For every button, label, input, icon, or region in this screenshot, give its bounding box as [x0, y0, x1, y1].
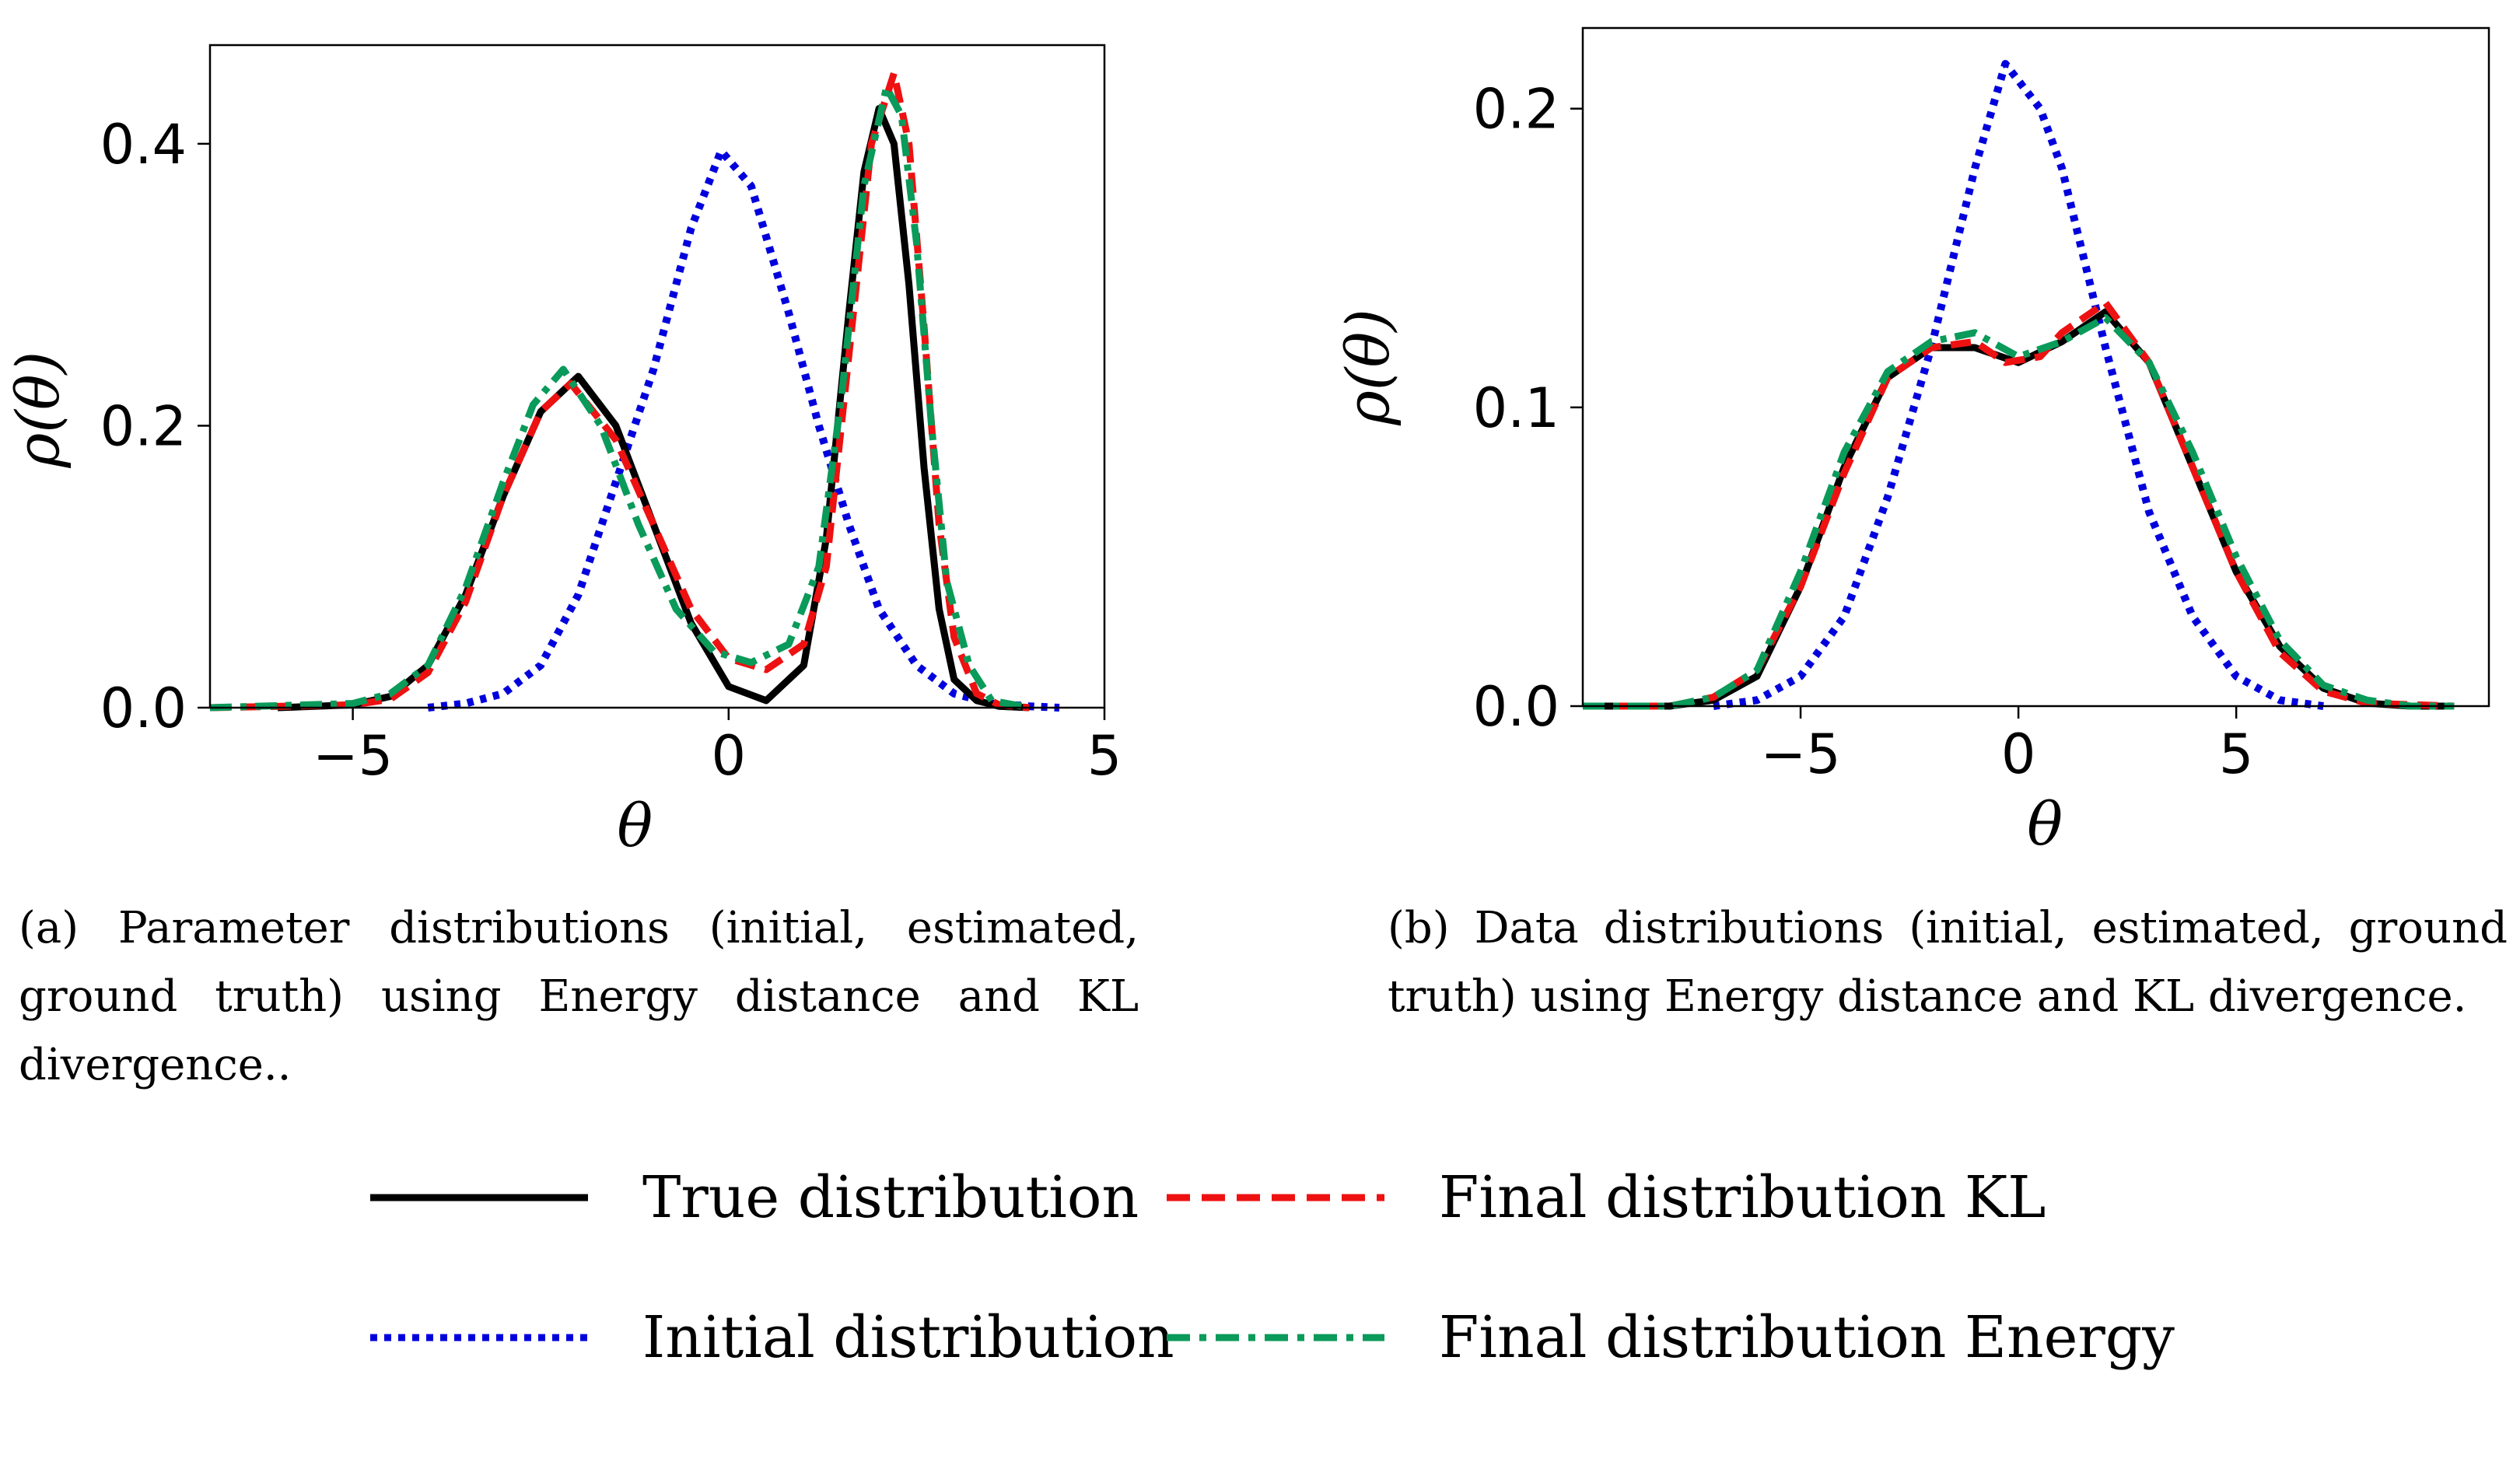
x-tick-label: 5 [2219, 722, 2254, 786]
series-line-kl [1583, 299, 2455, 710]
series-line-true [1583, 308, 2455, 710]
y-tick-label: 0.4 [100, 113, 187, 177]
caption-a: (a) Parameter distributions (initial, es… [19, 903, 1139, 1090]
series-line-energy [1583, 314, 2455, 710]
y-tick-label: 0.2 [100, 394, 187, 458]
legend-label-energy: Final distribution Energy [1439, 1304, 2175, 1371]
plot-frame [208, 44, 1106, 709]
series-line-energy [209, 83, 1031, 712]
x-axis-label: θ [2027, 789, 2063, 859]
y-tick-label: 0.0 [1473, 675, 1559, 739]
legend-item-initial: Initial distribution [370, 1291, 1174, 1384]
legend-item-true: True distribution [370, 1151, 1139, 1244]
series-line-initial [1713, 60, 2324, 710]
chart-data-distributions: −5 0 5 0.0 0.1 0.2 θ ρ(θ) [1333, 26, 2490, 859]
legend-item-kl: Final distribution KL [1167, 1151, 2046, 1244]
legend-item-energy: Final distribution Energy [1167, 1291, 2175, 1384]
x-tick-label: −5 [313, 724, 393, 788]
series-line-true [277, 105, 1030, 712]
legend-swatch-true [370, 1194, 588, 1201]
x-tick-label: 0 [2001, 722, 2036, 786]
series-line-initial [427, 147, 1060, 712]
y-tick-label: 0.1 [1473, 376, 1559, 440]
legend-swatch-energy [1167, 1334, 1384, 1341]
legend: True distribution Final distribution KL … [0, 1151, 2520, 1415]
y-tick-label: 0.0 [100, 677, 187, 740]
legend-label-kl: Final distribution KL [1439, 1164, 2046, 1231]
chart-parameter-distributions: −5 0 5 0.0 0.2 0.4 θ ρ(θ) [3, 44, 1122, 860]
legend-label-initial: Initial distribution [642, 1304, 1174, 1371]
y-tick-label: 0.2 [1473, 78, 1559, 142]
caption-b: (b) Data distributions (initial, estimat… [1388, 903, 2508, 1022]
legend-swatch-initial [370, 1334, 588, 1341]
legend-swatch-kl [1167, 1194, 1384, 1201]
x-axis-label: θ [617, 791, 653, 860]
y-axis-label: ρ(θ) [3, 352, 72, 469]
x-tick-label: 0 [712, 724, 747, 788]
plot-frame [1581, 26, 2490, 708]
x-tick-label: −5 [1760, 722, 1840, 786]
legend-label-true: True distribution [642, 1164, 1139, 1231]
x-tick-label: 5 [1087, 724, 1122, 788]
y-axis-label: ρ(θ) [1333, 309, 1402, 426]
